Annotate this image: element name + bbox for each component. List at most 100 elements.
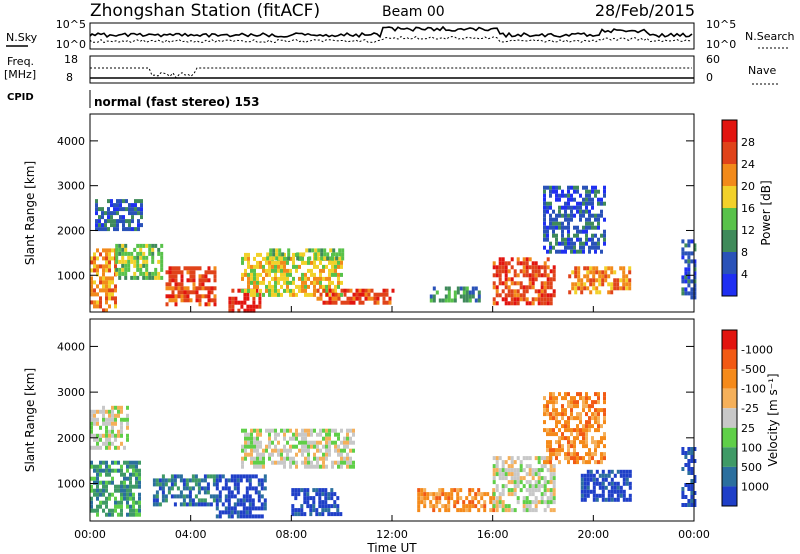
heatmap-cell [131,215,134,220]
heatmap-cell [585,428,588,433]
heatmap-cell [127,255,131,260]
heatmap-cell [331,300,335,305]
heatmap-cell [522,293,526,298]
heatmap-cell [139,247,143,252]
heatmap-cell [558,460,561,465]
heatmap-cell [168,266,172,271]
heatmap-cell [510,297,514,302]
heatmap-cell [93,468,96,473]
heatmap-cell [552,396,555,401]
heatmap-cell [334,300,338,305]
heatmap-cell [693,275,697,280]
heatmap-cell [271,264,274,269]
heatmap-cell [501,460,505,465]
heatmap-cell [191,474,195,479]
heatmap-cell [327,496,331,501]
heatmap-cell [495,289,499,294]
heatmap-cell [582,444,585,449]
heatmap-cell [269,248,273,253]
heatmap-cell [576,201,579,206]
heatmap-cell [537,273,541,278]
heatmap-cell [93,492,96,497]
heatmap-cell [126,433,129,438]
heatmap-cell [552,472,556,477]
heatmap-cell [570,404,573,409]
heatmap-cell [501,476,505,481]
heatmap-cell [111,280,114,285]
heatmap-cell [528,508,532,513]
heatmap-cell [573,233,576,238]
heatmap-cell [99,296,102,301]
heatmap-cell [189,278,193,283]
heatmap-cell [230,478,234,483]
colorbar-tick-label: 24 [741,158,755,171]
heatmap-cell [227,494,231,499]
heatmap-cell [271,260,274,265]
heatmap-cell [591,424,594,429]
heatmap-cell [492,476,496,481]
heatmap-cell [90,504,93,509]
heatmap-cell [525,456,529,461]
heatmap-cell [318,500,322,505]
heatmap-cell [268,428,271,433]
heatmap-cell [594,213,597,218]
heatmap-cell [591,404,594,409]
heatmap-cell [331,440,334,445]
heatmap-cell [324,508,328,513]
heatmap-cell [616,282,620,287]
heatmap-cell [317,248,321,253]
heatmap-cell [173,494,177,499]
heatmap-cell [337,292,340,297]
heatmap-cell [241,460,244,465]
heatmap-cell [132,468,135,473]
heatmap-cell [346,460,349,465]
heatmap-cell [522,265,526,270]
heatmap-cell [114,284,117,289]
heatmap-cell [693,263,697,268]
heatmap-cell [327,504,331,509]
heatmap-cell [200,478,204,483]
heatmap-cell [128,227,131,232]
heatmap-cell [107,207,110,212]
heatmap-cell [213,294,217,299]
colorbar-tick-label: 8 [741,246,748,259]
colorbar-tick-label: -500 [741,363,766,376]
heatmap-cell [212,478,216,483]
heatmap-cell [337,432,340,437]
heatmap-cell [616,286,620,291]
date-label: 28/Feb/2015 [595,1,695,20]
heatmap-cell [111,256,114,261]
heatmap-cell [138,468,141,473]
heatmap-cell [201,274,205,279]
heatmap-cell [323,248,327,253]
heatmap-cell [306,488,310,493]
heatmap-cell [598,473,602,478]
heatmap-cell [693,475,697,479]
heatmap-cell [531,281,535,286]
heatmap-cell [555,237,558,242]
heatmap-cell [573,241,576,246]
heatmap-cell [309,512,313,517]
heatmap-cell [540,273,544,278]
heatmap-cell [564,408,567,413]
heatmap-cell [534,273,538,278]
colorbar-swatch [722,388,737,409]
heatmap-cell [504,273,508,278]
heatmap-cell [245,510,249,515]
heatmap-cell [341,248,345,253]
heatmap-cell [540,464,544,469]
colorbar-swatch [722,186,737,208]
heatmap-cell [420,496,424,501]
heatmap-cell [516,289,520,294]
heatmap-cell [420,492,424,497]
heatmap-cell [352,428,355,433]
heatmap-cell [589,473,593,478]
heatmap-cell [432,294,436,299]
heatmap-cell [564,424,567,429]
heatmap-cell [546,460,549,465]
heatmap-cell [207,302,211,307]
heatmap-cell [129,484,132,489]
heatmap-cell [684,291,688,296]
heatmap-cell [552,480,556,485]
heatmap-cell [110,203,113,208]
